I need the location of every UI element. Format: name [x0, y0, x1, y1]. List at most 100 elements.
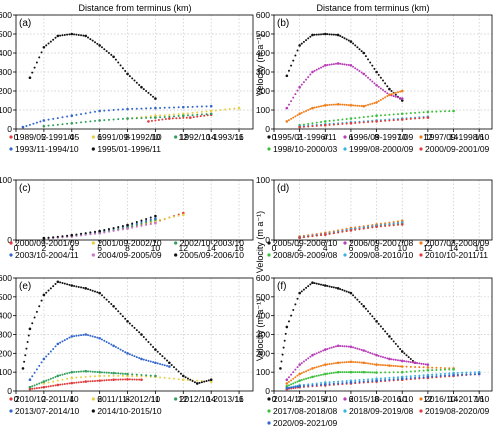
data-point [126, 227, 129, 230]
data-point-interp [302, 236, 305, 239]
data-point-interp [52, 384, 55, 387]
data-point-interp [328, 103, 331, 106]
legend-entry: 2014/10-2015/10 [91, 406, 162, 416]
data-point-interp [399, 359, 402, 362]
data-point-interp [302, 360, 305, 363]
data-point [154, 106, 157, 110]
data-point-interp [80, 232, 83, 235]
x-tick-label: 12 [423, 243, 433, 253]
data-point-interp [418, 111, 421, 114]
legend-entry: 2009/08-2010/10 [343, 250, 414, 260]
data-point [349, 64, 353, 67]
data-point-interp [392, 95, 395, 98]
legend-marker [343, 409, 347, 413]
data-point-interp [135, 378, 138, 381]
data-point-interp [292, 377, 295, 380]
data-point [349, 370, 353, 374]
data-point-interp [371, 379, 374, 382]
data-point-interp [114, 346, 117, 349]
top-axis-title-right: Distance from terminus (km) [316, 3, 429, 13]
series-4 [21, 104, 213, 129]
data-point-interp [339, 103, 342, 106]
series-6 [42, 214, 157, 240]
data-point-interp [317, 351, 320, 354]
data-point-interp [313, 375, 316, 378]
data-point-interp [45, 385, 48, 388]
legend-label: 2005/09-2006/10 [273, 238, 338, 248]
legend-label: 2013/07-2014/10 [15, 406, 80, 416]
legend-marker [267, 409, 271, 413]
data-point-interp [140, 219, 143, 222]
legend-label: 2016/10-2017/10 [425, 394, 490, 404]
y-tick-label: 600 [0, 10, 12, 20]
data-point-interp [121, 315, 124, 318]
legend-label: 2017/08-2018/08 [273, 406, 338, 416]
data-point [42, 382, 46, 385]
data-point-interp [84, 112, 87, 115]
data-point-interp [369, 312, 372, 315]
data-point-interp [31, 322, 34, 325]
data-point-interp [103, 109, 106, 112]
data-point-interp [38, 305, 41, 308]
data-point-interp [367, 115, 370, 118]
data-point [375, 114, 378, 117]
data-point [126, 107, 129, 111]
data-point-interp [66, 122, 69, 125]
data-point-interp [354, 44, 357, 47]
data-point [98, 336, 101, 340]
data-point-interp [443, 374, 446, 377]
data-point-interp [145, 221, 148, 224]
data-point-interp [382, 79, 384, 82]
data-point [209, 378, 213, 382]
panel-f: 0 2 4 6 8 10 12 14 160100200300400500600(f)2014/… [256, 273, 493, 428]
y-tick-label: 500 [256, 292, 270, 302]
data-point-interp [399, 347, 402, 350]
data-point-interp [84, 375, 87, 378]
data-point-interp [330, 63, 333, 66]
data-point-interp [66, 337, 69, 340]
data-point [375, 84, 378, 87]
data-point-interp [121, 228, 124, 231]
data-point-interp [159, 116, 162, 119]
data-point [126, 117, 129, 120]
data-point-interp [379, 379, 382, 382]
data-point-interp [358, 228, 361, 231]
data-point [181, 211, 185, 215]
data-point-interp [300, 111, 303, 114]
y-tick-label: 200 [256, 86, 270, 96]
x-tick-label: 0 [14, 394, 19, 404]
data-point-interp [379, 325, 382, 328]
data-point [70, 381, 74, 385]
data-point-interp [377, 85, 380, 88]
data-point [84, 333, 88, 336]
data-point [298, 44, 301, 47]
data-point-interp [177, 214, 180, 217]
data-point-interp [356, 104, 359, 107]
data-point-interp [371, 226, 374, 229]
data-point-interp [307, 377, 310, 380]
data-point-interp [422, 376, 425, 379]
data-point-interp [328, 63, 331, 66]
data-point-interp [33, 387, 36, 390]
data-point-interp [307, 285, 310, 288]
data-point [168, 365, 171, 368]
data-point-interp [173, 113, 175, 116]
data-point-interp [388, 119, 391, 122]
data-point-interp [186, 105, 189, 108]
legend-marker [174, 253, 178, 257]
data-point-interp [309, 73, 312, 76]
data-point-interp [135, 221, 138, 223]
data-point-interp [161, 363, 164, 366]
data-point-interp [367, 378, 370, 381]
data-point-interp [94, 290, 96, 293]
x-tick-label: 16 [474, 243, 484, 253]
y-tick-label: 200 [0, 86, 12, 96]
y-tick-label: 100 [0, 175, 12, 185]
data-point-interp [394, 365, 397, 368]
data-point-interp [390, 93, 393, 96]
legend-marker [267, 397, 271, 401]
data-point-interp [156, 350, 159, 353]
data-point-interp [147, 359, 150, 362]
x-tick-label: 0 [272, 243, 277, 253]
data-point [42, 380, 46, 383]
